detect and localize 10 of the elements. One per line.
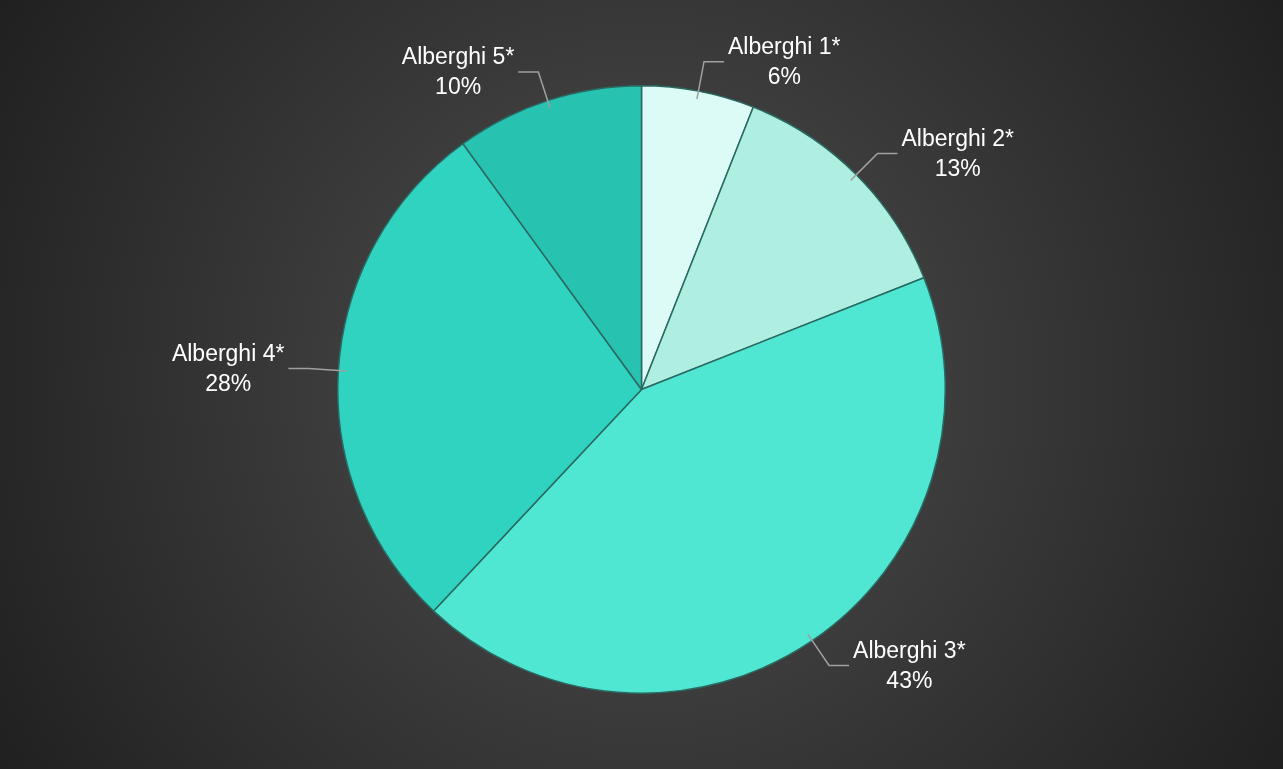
slice-label: Alberghi 1* (728, 33, 841, 60)
slice-label: Alberghi 4* (171, 339, 285, 366)
slice-label: Alberghi 2* (901, 124, 1015, 151)
data-label: 6% (767, 63, 801, 90)
slice-label: Alberghi 5* (401, 43, 515, 70)
data-label: 10% (435, 73, 482, 100)
data-label: 13% (934, 154, 981, 181)
data-label: 43% (886, 666, 933, 693)
slice-label: Alberghi 3* (853, 636, 966, 663)
data-label: 28% (205, 369, 252, 396)
